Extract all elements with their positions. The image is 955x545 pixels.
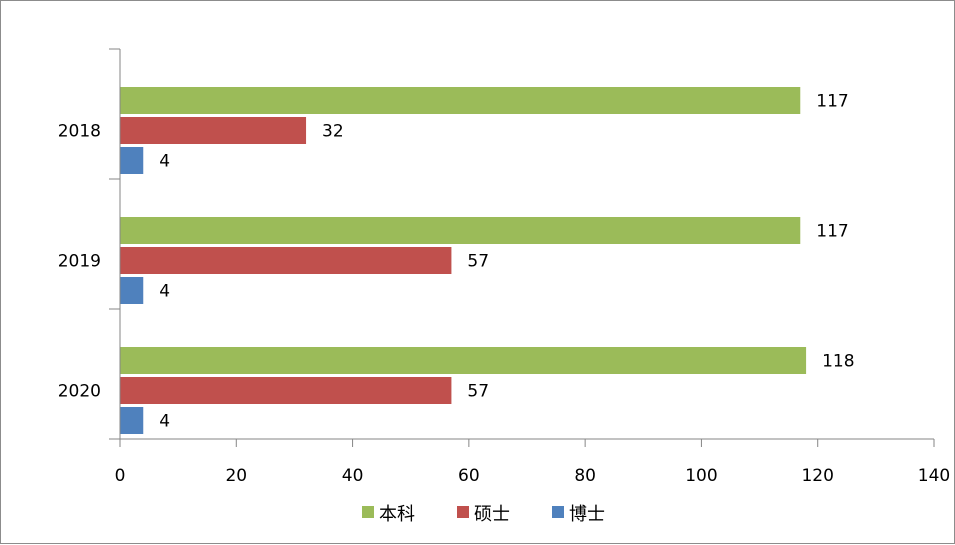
data-label-2019-series-0: 117 [816,222,848,242]
data-label-2020-series-2: 4 [159,412,170,432]
bar-2020-series-2 [120,407,144,434]
data-label-2018-series-0: 117 [816,92,848,112]
x-tick-label-100: 100 [685,466,717,486]
y-tick-label-2020: 2020 [58,382,101,402]
data-label-2018-series-2: 4 [159,152,170,172]
x-tick-label-0: 0 [115,466,126,486]
bar-2019-series-2 [120,277,144,304]
bar-2020-series-0 [120,347,807,374]
legend-swatch-1 [457,506,469,518]
legend-swatch-2 [552,506,564,518]
bar-2018-series-0 [120,87,801,114]
legend-label-1: 硕士 [474,504,510,525]
x-tick-label-60: 60 [458,466,480,486]
x-tick-label-140: 140 [918,466,950,486]
data-label-2019-series-2: 4 [159,282,170,302]
data-label-2020-series-1: 57 [467,382,489,402]
bar-2019-series-0 [120,217,801,244]
x-tick-label-120: 120 [801,466,833,486]
x-tick-label-20: 20 [225,466,247,486]
data-label-2019-series-1: 57 [467,252,489,272]
bar-2018-series-2 [120,147,144,174]
legend-swatch-0 [362,506,374,518]
data-label-2020-series-0: 118 [822,352,854,372]
bar-2018-series-1 [120,117,307,144]
legend-label-2: 博士 [569,504,605,525]
x-tick-label-80: 80 [574,466,596,486]
y-tick-label-2018: 2018 [58,122,101,142]
bar-2019-series-1 [120,247,452,274]
data-label-2018-series-1: 32 [322,122,344,142]
bar-2020-series-1 [120,377,452,404]
y-tick-label-2019: 2019 [58,252,101,272]
x-tick-label-40: 40 [342,466,364,486]
legend-label-0: 本科 [379,504,415,525]
